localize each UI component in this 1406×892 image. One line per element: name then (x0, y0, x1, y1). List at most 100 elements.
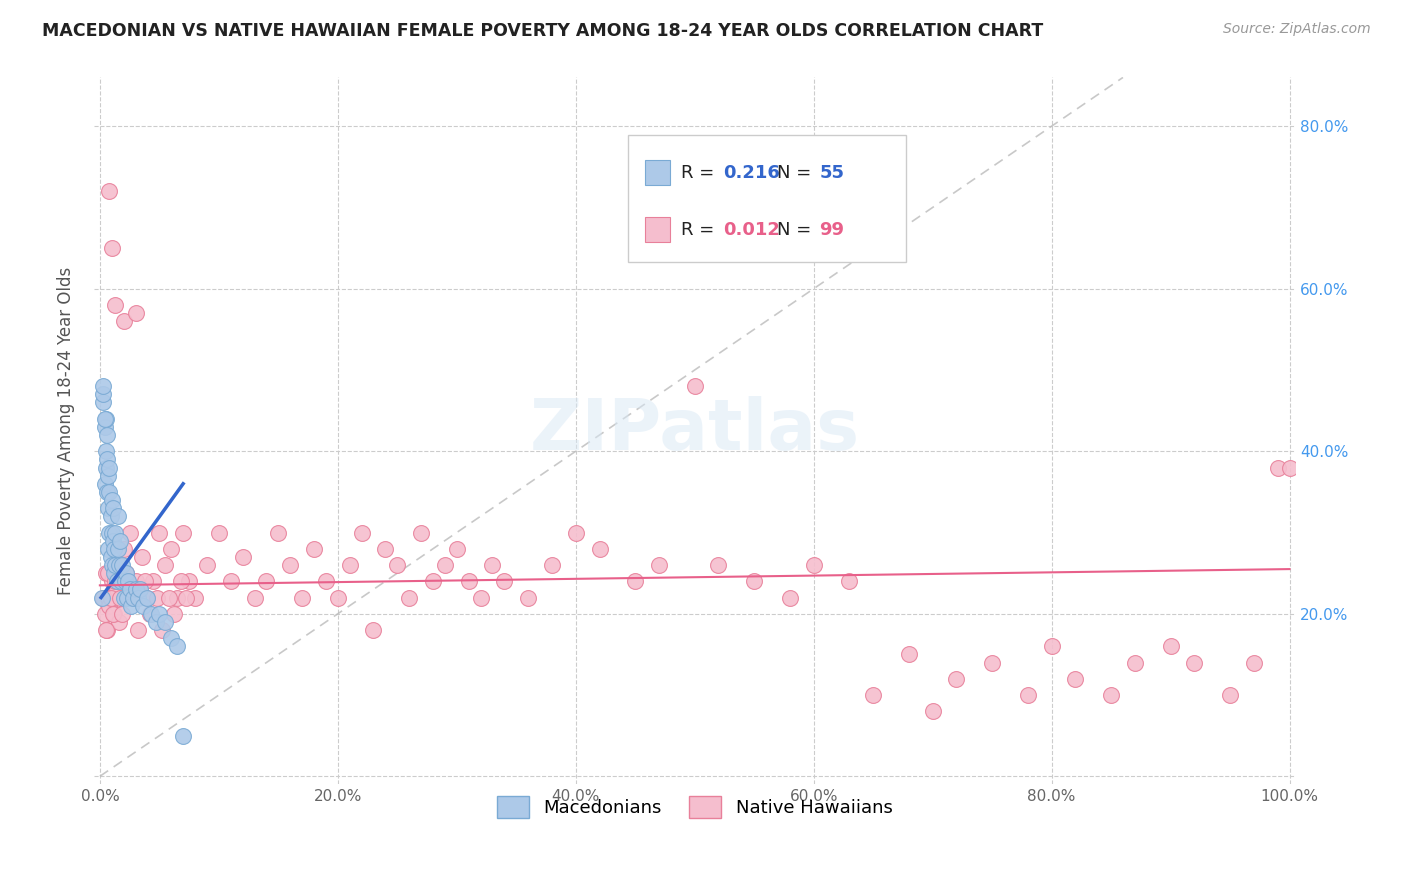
Point (104, 558, 127, 572)
Point (172, 729, 194, 743)
Text: 0.012: 0.012 (724, 221, 780, 239)
Point (433, 558, 456, 572)
Point (98, 184, 121, 198)
Point (94, 411, 117, 425)
Point (150, 623, 173, 637)
Point (103, 566, 125, 581)
Point (326, 591, 349, 605)
Point (100, 549, 122, 564)
Point (115, 574, 138, 589)
Point (100, 574, 122, 589)
Point (374, 541, 396, 556)
Point (232, 549, 254, 564)
Point (172, 525, 194, 540)
Point (94, 566, 117, 581)
Text: R =: R = (682, 221, 720, 239)
Text: R =: R = (682, 163, 720, 182)
Point (97, 591, 120, 605)
Text: 0.216: 0.216 (724, 163, 780, 182)
Point (108, 558, 131, 572)
Point (339, 558, 361, 572)
Point (127, 623, 149, 637)
Point (409, 525, 432, 540)
Point (118, 525, 141, 540)
Point (93, 607, 115, 621)
Point (177, 574, 200, 589)
Point (1099, 688, 1122, 702)
Point (157, 591, 180, 605)
Point (422, 574, 444, 589)
Point (267, 525, 290, 540)
Point (387, 558, 409, 572)
Point (195, 558, 218, 572)
Point (148, 525, 170, 540)
Point (100, 509, 122, 524)
Point (103, 607, 125, 621)
Point (122, 591, 145, 605)
Point (162, 607, 184, 621)
Point (208, 525, 231, 540)
Point (1267, 460, 1289, 475)
Point (98, 599, 121, 613)
Point (1182, 656, 1205, 670)
Point (93, 591, 115, 605)
Point (148, 607, 170, 621)
Point (104, 574, 127, 589)
Point (93, 387, 115, 401)
Point (111, 558, 134, 572)
Point (93, 411, 115, 425)
Point (1064, 672, 1087, 686)
Point (105, 582, 128, 597)
Text: 99: 99 (820, 221, 844, 239)
Point (243, 591, 266, 605)
Point (184, 591, 207, 605)
Point (101, 533, 124, 548)
Point (1160, 640, 1182, 654)
Text: MACEDONIAN VS NATIVE HAWAIIAN FEMALE POVERTY AMONG 18-24 YEAR OLDS CORRELATION C: MACEDONIAN VS NATIVE HAWAIIAN FEMALE POV… (42, 22, 1043, 40)
Point (121, 591, 143, 605)
Text: Source: ZipAtlas.com: Source: ZipAtlas.com (1223, 22, 1371, 37)
Point (779, 591, 801, 605)
Point (93, 395, 115, 409)
Point (494, 574, 516, 589)
Point (160, 631, 183, 645)
Point (117, 574, 139, 589)
Point (1278, 460, 1301, 475)
Point (108, 533, 131, 548)
Point (96, 428, 118, 442)
Point (136, 591, 159, 605)
Point (120, 599, 142, 613)
Point (174, 591, 197, 605)
Point (981, 656, 1004, 670)
Point (1040, 640, 1063, 654)
Point (124, 306, 146, 320)
Point (1017, 688, 1039, 702)
Point (517, 591, 540, 605)
Point (862, 688, 884, 702)
Point (127, 591, 149, 605)
Point (155, 558, 177, 572)
Point (302, 541, 325, 556)
Point (481, 558, 503, 572)
Point (101, 501, 124, 516)
Point (291, 591, 314, 605)
Point (122, 591, 145, 605)
Point (118, 582, 141, 597)
Point (97, 468, 120, 483)
Point (105, 574, 128, 589)
Point (96, 623, 118, 637)
Text: N =: N = (778, 163, 817, 182)
Text: N =: N = (778, 221, 817, 239)
Point (398, 591, 420, 605)
Point (114, 574, 136, 589)
Point (112, 591, 135, 605)
Point (93, 476, 115, 491)
Point (100, 558, 122, 572)
Point (470, 591, 492, 605)
Point (838, 574, 860, 589)
Text: 55: 55 (820, 163, 844, 182)
Point (96, 484, 118, 499)
Point (100, 241, 122, 255)
Point (98, 525, 121, 540)
Point (98, 484, 121, 499)
